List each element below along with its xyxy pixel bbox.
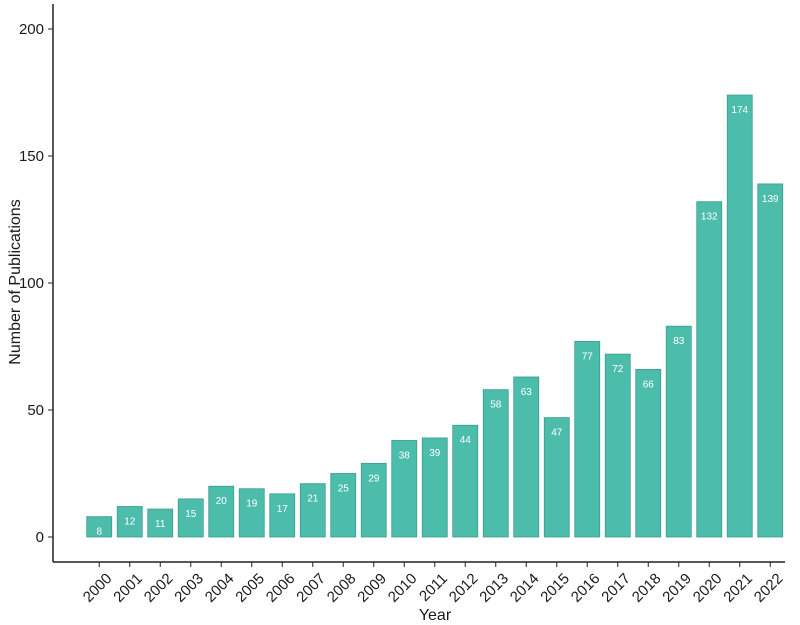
x-tick-label: 2017 xyxy=(598,570,634,606)
data-label-2018: 66 xyxy=(643,379,655,390)
x-tick-label: 2008 xyxy=(324,570,360,606)
bar-2013 xyxy=(482,389,509,538)
x-tick-label: 2007 xyxy=(293,570,329,606)
data-label-2012: 44 xyxy=(460,435,472,446)
data-label-2015: 47 xyxy=(551,428,563,439)
bar-2012 xyxy=(452,424,479,538)
data-label-2017: 72 xyxy=(612,364,624,375)
x-axis-title: Year xyxy=(419,607,452,624)
x-tick-label: 2018 xyxy=(629,570,665,606)
data-label-2000: 8 xyxy=(96,527,102,538)
data-label-2008: 25 xyxy=(338,484,350,495)
x-tick-label: 2003 xyxy=(171,570,207,606)
bar-2001 xyxy=(116,506,143,538)
data-label-2013: 58 xyxy=(490,400,502,411)
x-tick-label: 2012 xyxy=(446,570,482,606)
x-tick-label: 2006 xyxy=(263,570,299,606)
x-tick-label: 2002 xyxy=(141,570,177,606)
bars: 8 12 11 15 20 19 17 21 25 29 38 39 44 58 63 47 77 72 66 83 1… xyxy=(86,94,784,538)
data-label-2021: 174 xyxy=(731,105,748,116)
bar-2004 xyxy=(208,485,235,538)
x-tick-label: 2001 xyxy=(110,570,146,606)
bar-2002 xyxy=(147,508,174,538)
data-label-2007: 21 xyxy=(307,494,319,505)
data-label-2001: 12 xyxy=(124,517,136,528)
x-tick-label: 2014 xyxy=(507,570,543,606)
data-label-2003: 15 xyxy=(185,509,197,520)
x-tick-label: 2016 xyxy=(568,570,604,606)
x-tick-label: 2010 xyxy=(385,570,421,606)
bar-2005 xyxy=(238,488,265,538)
bar-2009 xyxy=(360,462,387,538)
bar-2019 xyxy=(665,325,692,538)
x-tick-label: 2019 xyxy=(659,570,695,606)
x-tick-label: 2015 xyxy=(537,570,573,606)
x-ticks: 2000200120022003200420052006200720082009… xyxy=(80,562,787,606)
y-tick-label: 100 xyxy=(19,275,44,292)
bar-2011 xyxy=(421,437,448,538)
data-label-2009: 29 xyxy=(368,473,380,484)
data-label-2019: 83 xyxy=(673,336,685,347)
x-tick-label: 2009 xyxy=(354,570,390,606)
data-label-2010: 38 xyxy=(399,450,411,461)
y-tick-label: 200 xyxy=(19,21,44,38)
bar-2003 xyxy=(177,498,204,538)
bar-2022 xyxy=(757,183,784,538)
bar-2008 xyxy=(330,473,357,538)
data-label-2016: 77 xyxy=(582,351,594,362)
data-label-2006: 17 xyxy=(277,504,289,515)
x-tick-label: 2000 xyxy=(80,570,116,606)
y-tick-label: 150 xyxy=(19,148,44,165)
x-tick-label: 2004 xyxy=(202,570,238,606)
bar-2016 xyxy=(574,341,601,538)
bar-2021 xyxy=(726,94,753,538)
x-tick-label: 2013 xyxy=(476,570,512,606)
bar-2015 xyxy=(543,417,570,538)
bar-2007 xyxy=(299,483,326,538)
data-label-2011: 39 xyxy=(429,448,441,459)
bar-2020 xyxy=(696,201,723,538)
bar-2010 xyxy=(391,440,418,538)
x-tick-label: 2005 xyxy=(232,570,268,606)
y-tick-label: 0 xyxy=(36,529,44,546)
data-label-2005: 19 xyxy=(246,499,258,510)
bar-2014 xyxy=(513,376,540,538)
data-label-2022: 139 xyxy=(762,194,779,205)
bar-2000 xyxy=(86,516,113,538)
x-tick-label: 2022 xyxy=(751,570,787,606)
x-tick-label: 2020 xyxy=(690,570,726,606)
data-label-2002: 11 xyxy=(155,519,166,530)
x-tick-label: 2011 xyxy=(416,570,451,605)
bar-2006 xyxy=(269,493,296,538)
bar-2017 xyxy=(604,353,631,538)
x-tick-label: 2021 xyxy=(720,570,756,606)
data-label-2004: 20 xyxy=(216,496,228,507)
data-label-2020: 132 xyxy=(701,212,718,223)
y-tick-label: 50 xyxy=(27,402,44,419)
y-ticks: 0 50 100 150 200 xyxy=(19,21,53,546)
bar-2018 xyxy=(635,368,662,538)
data-label-2014: 63 xyxy=(521,387,533,398)
y-axis-title: Number of Publications xyxy=(7,199,24,364)
